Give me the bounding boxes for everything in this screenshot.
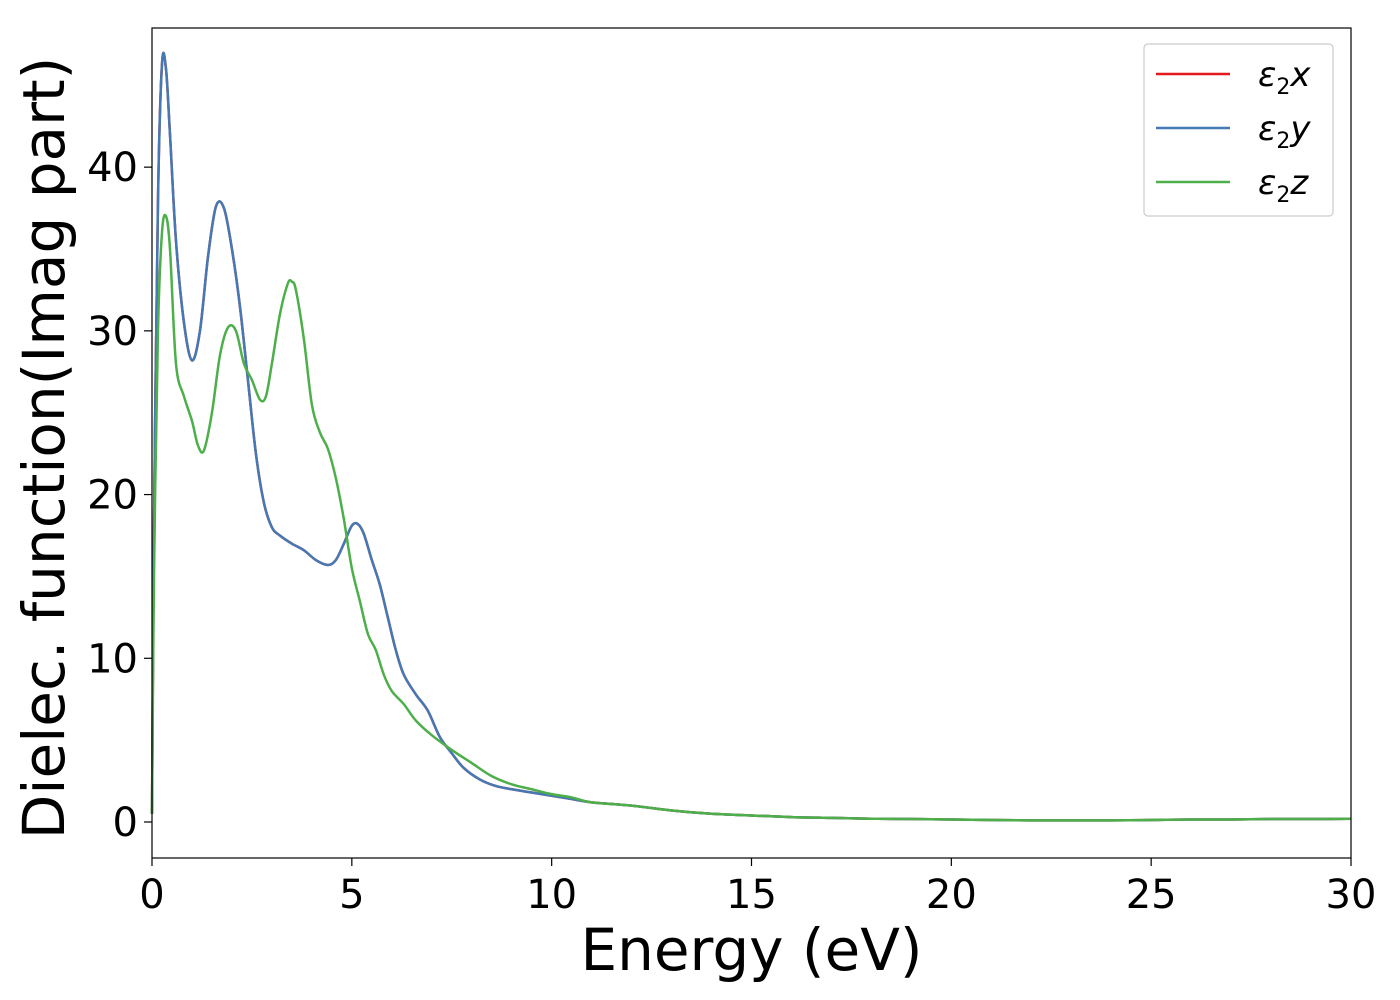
x-tick-label: 30 <box>1326 872 1377 918</box>
legend-label-y: ε2y <box>1258 109 1311 154</box>
x-axis-ticks: 0 5 10 15 20 25 30 <box>139 858 1376 918</box>
plot-lines <box>150 51 1352 822</box>
legend: ε2x ε2y ε2z <box>1143 43 1334 217</box>
y-tick-label: 20 <box>87 473 138 519</box>
y-tick-label: 10 <box>87 636 138 682</box>
legend-label-z: ε2z <box>1258 163 1309 208</box>
series-line-z <box>150 213 1352 822</box>
x-tick-label: 20 <box>926 872 977 918</box>
legend-label-x: ε2x <box>1258 55 1311 100</box>
y-tick-label: 0 <box>113 800 138 846</box>
x-axis-label: Energy (eV) <box>580 916 922 984</box>
y-tick-label: 30 <box>87 309 138 355</box>
legend-box <box>1143 43 1334 217</box>
x-tick-label: 25 <box>1126 872 1177 918</box>
x-tick-label: 10 <box>526 872 577 918</box>
x-tick-label: 0 <box>139 872 164 918</box>
y-tick-label: 40 <box>87 145 138 191</box>
y-axis-ticks: 0 10 20 30 40 <box>87 145 152 846</box>
y-axis-label: Dielec. function(Imag part) <box>10 57 78 840</box>
x-tick-label: 5 <box>339 872 364 918</box>
x-tick-label: 15 <box>726 872 777 918</box>
